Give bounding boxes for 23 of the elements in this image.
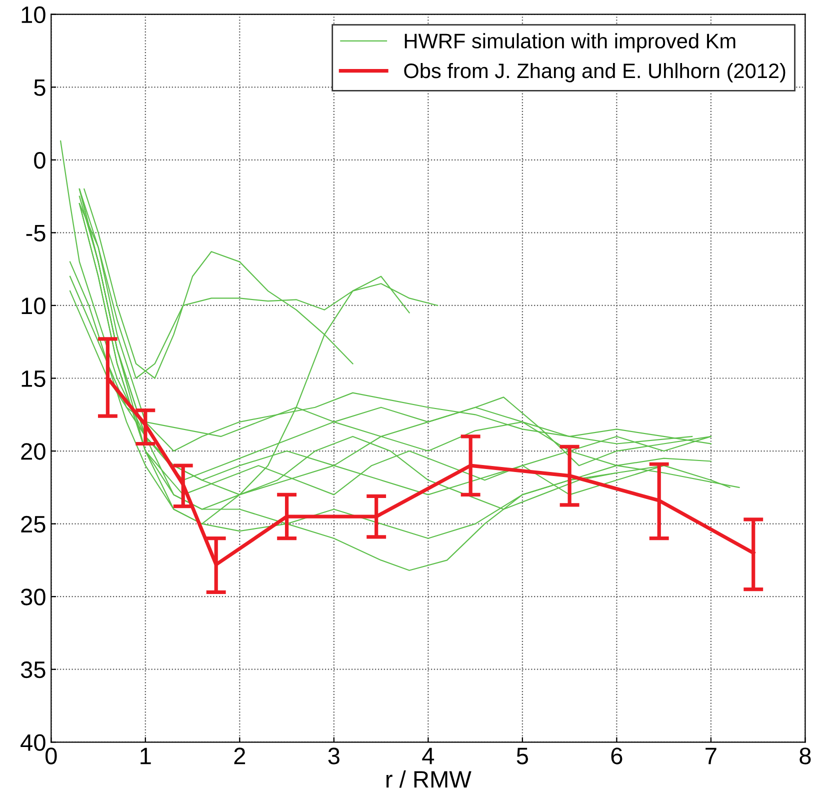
y-tick-label: 30 [20,588,46,606]
x-tick-label: 2 [234,748,246,764]
y-tick-label: 25 [21,516,46,533]
y-tick-label: 10 [22,298,46,314]
x-tick-label: 3 [328,748,340,764]
x-tick-label: 1 [140,748,151,764]
y-tick-label: -5 [26,225,46,242]
y-tick-label: 5 [34,79,46,96]
y-tick-label: 20 [21,443,46,460]
x-tick-label: 6 [611,748,622,764]
y-tick-label: 15 [22,370,46,388]
y-tick-label: 10 [22,6,46,24]
x-tick-label: 4 [422,748,434,764]
x-axis-title: r / RMW [386,770,472,788]
x-tick-label: 8 [800,748,811,764]
y-tick-label: 0 [34,152,46,169]
legend-label: Obs from J. Zhang and E. Uhlhorn (2012) [404,62,786,82]
x-tick-label: 5 [516,748,528,764]
y-tick-label: 35 [20,661,46,678]
legend-label: HWRF simulation with improved Km [404,33,736,53]
y-tick-label: 40 [20,734,46,751]
x-tick-label: 7 [706,748,716,764]
x-tick-label: 0 [46,748,57,764]
